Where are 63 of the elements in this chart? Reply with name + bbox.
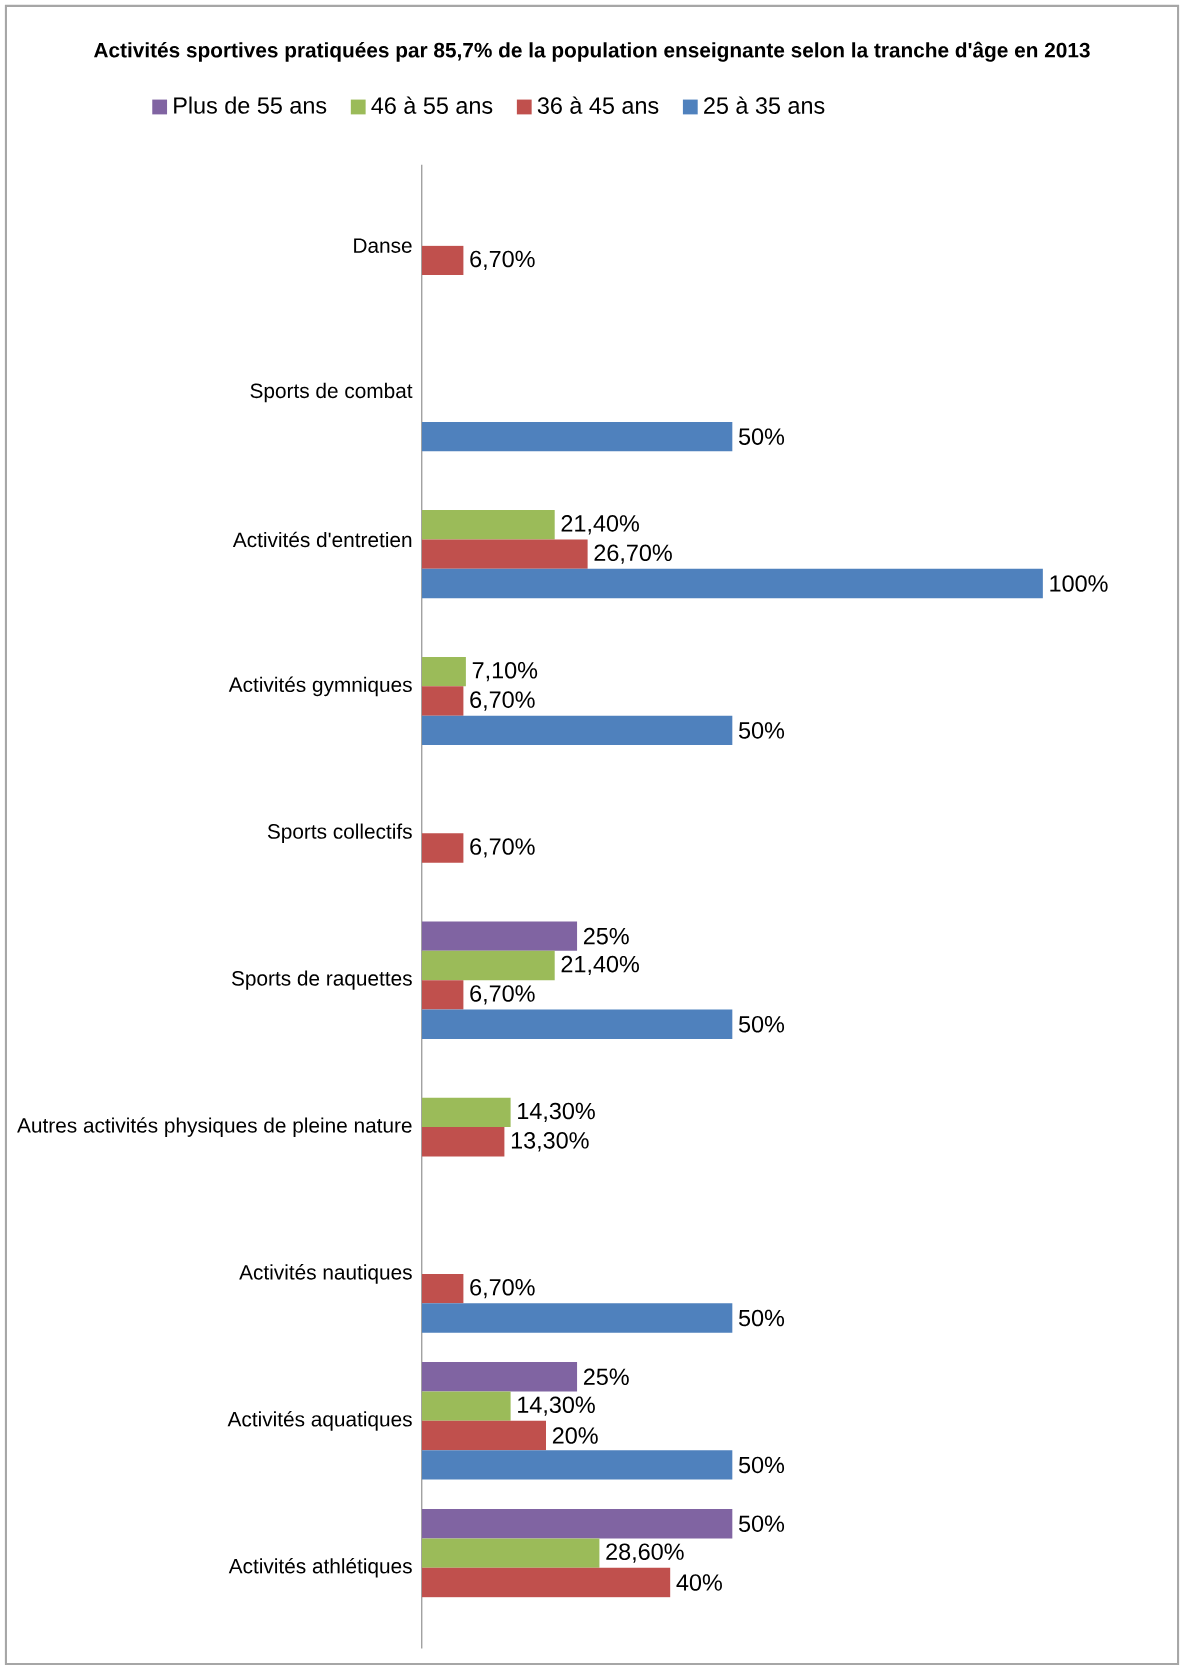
- data-label: 7,10%: [472, 661, 538, 682]
- legend-label: Plus de 55 ans: [174, 96, 327, 114]
- y-tick-label: Sports collectifs: [267, 823, 412, 843]
- bar: [421, 980, 464, 1010]
- data-label: 26,70%: [594, 544, 672, 564]
- data-label: 50%: [739, 1309, 785, 1327]
- bar: [421, 1097, 511, 1128]
- bar: [421, 1509, 733, 1539]
- bar: [421, 1303, 733, 1333]
- data-label: 40%: [676, 1574, 722, 1591]
- data-label: 50%: [739, 1456, 785, 1474]
- data-label: 21,40%: [561, 955, 639, 976]
- bar: [421, 421, 733, 452]
- y-tick-label: Danse: [354, 238, 412, 253]
- data-label: 100%: [1050, 575, 1108, 592]
- bar: [421, 921, 578, 951]
- data-label: 28,60%: [606, 1543, 684, 1563]
- data-label: 25%: [583, 1368, 629, 1386]
- bar: [421, 833, 464, 863]
- legend-label: 36 à 45 ans: [537, 96, 659, 114]
- legend-label: 25 à 35 ans: [704, 96, 825, 114]
- data-label: 6,70%: [470, 838, 535, 858]
- bar: [421, 1538, 600, 1568]
- data-label: 6,70%: [470, 691, 535, 711]
- data-label: 6,70%: [470, 985, 535, 1005]
- bar: [421, 1127, 505, 1157]
- bar: [421, 950, 555, 981]
- data-label: 50%: [739, 1515, 785, 1532]
- y-tick-label: Activités d'entretien: [232, 531, 412, 548]
- bar: [421, 1391, 511, 1421]
- data-label: 50%: [739, 1015, 785, 1033]
- y-tick-label: Sports de combat: [250, 382, 413, 403]
- bar: [421, 1420, 547, 1451]
- y-tick-label: Activités aquatiques: [227, 1411, 412, 1431]
- y-tick-label: Activités nautiques: [239, 1264, 412, 1284]
- y-tick-label: Activités gymniques: [228, 676, 412, 697]
- data-label: 13,30%: [511, 1132, 589, 1152]
- bar: [421, 715, 733, 746]
- data-label: 14,30%: [518, 1396, 595, 1416]
- y-tick-label: Activités athlétiques: [228, 1557, 412, 1578]
- data-label: 25%: [583, 927, 629, 945]
- bar: [421, 656, 466, 687]
- legend-label: 46 à 55 ans: [371, 96, 493, 114]
- data-label: 14,30%: [518, 1102, 595, 1123]
- bar: [421, 686, 464, 716]
- chart-title: Activités sportives pratiquées par 85,7% de la population enseignante selon la tranche d'âge en 2013: [94, 41, 1090, 62]
- data-label: 6,70%: [470, 1278, 535, 1299]
- bar: [421, 1567, 671, 1598]
- bar: [421, 510, 555, 540]
- data-label: 50%: [739, 428, 785, 445]
- bar: [421, 245, 464, 276]
- bar: [421, 1273, 464, 1304]
- data-label: 50%: [739, 722, 785, 739]
- y-tick-label: Sports de raquettes: [231, 970, 412, 990]
- data-label: 6,70%: [470, 250, 535, 270]
- bar: [421, 1362, 578, 1392]
- data-label: 20%: [552, 1427, 598, 1444]
- bar: [421, 539, 588, 569]
- bar: [421, 1450, 733, 1480]
- data-label: 21,40%: [561, 515, 639, 535]
- bar: [421, 1009, 733, 1039]
- bar: [421, 568, 1043, 599]
- y-tick-label: Autres activités physiques de pleine nature: [17, 1117, 412, 1137]
